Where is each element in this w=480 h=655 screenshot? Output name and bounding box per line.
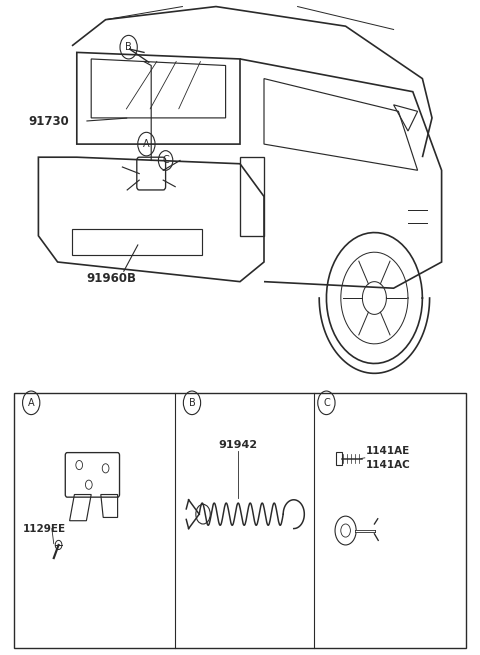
Text: C: C: [323, 398, 330, 408]
Text: 91960B: 91960B: [86, 272, 136, 285]
Text: 91942: 91942: [218, 440, 257, 451]
Text: A: A: [143, 139, 150, 149]
Text: 1141AE: 1141AE: [366, 445, 410, 456]
Text: 1141AC: 1141AC: [366, 460, 410, 470]
Text: A: A: [28, 398, 35, 408]
Text: 1129EE: 1129EE: [23, 523, 66, 534]
Text: B: B: [125, 42, 132, 52]
Text: B: B: [189, 398, 195, 408]
Text: 91730: 91730: [29, 115, 70, 128]
Text: C: C: [162, 155, 169, 166]
